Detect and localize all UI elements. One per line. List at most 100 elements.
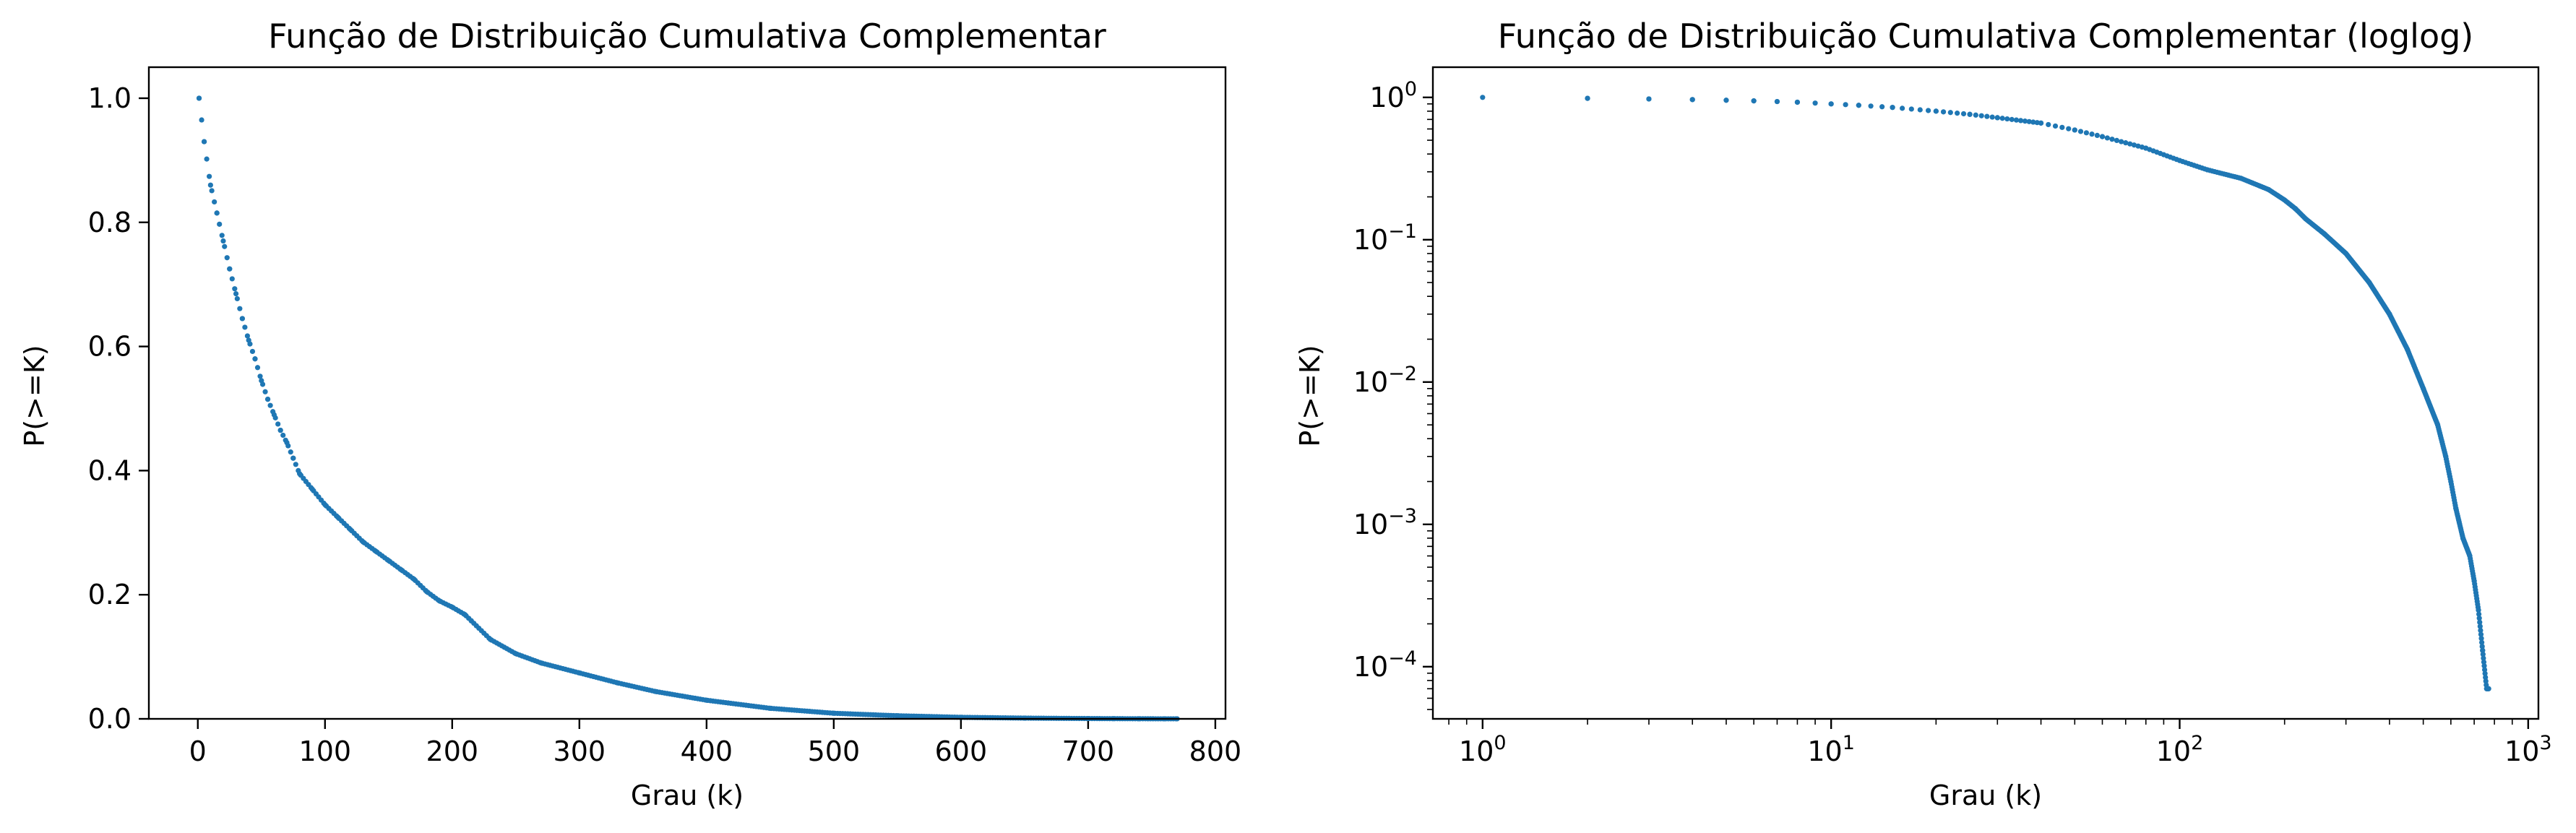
data-point [234, 295, 240, 302]
data-point [2481, 663, 2487, 669]
x-tick-label: 300 [553, 735, 606, 767]
data-point [201, 139, 207, 144]
y-axis-label: P(>=K) [19, 345, 51, 446]
x-tick-label: 700 [1062, 735, 1115, 767]
data-point [1999, 116, 2005, 121]
data-point [285, 443, 291, 449]
data-point [267, 402, 273, 408]
data-point [247, 341, 253, 347]
data-point [1774, 98, 1780, 105]
data-point [2004, 116, 2010, 122]
data-point [1890, 105, 1895, 111]
data-point [1960, 111, 1967, 117]
data-point [2478, 631, 2484, 637]
data-point [2476, 616, 2482, 621]
data-point [229, 276, 235, 282]
y-tick-label: 10−1 [1353, 220, 1417, 256]
data-point [237, 306, 243, 311]
chart-title: Função de Distribuição Cumulativa Comple… [1498, 17, 2473, 56]
data-point [1926, 108, 1931, 113]
data-point [1978, 113, 1984, 118]
data-point [293, 462, 298, 467]
data-point [2089, 131, 2095, 137]
data-point [288, 449, 293, 455]
data-point [1933, 108, 1939, 114]
data-point [2486, 686, 2491, 691]
data-point [2477, 623, 2483, 629]
y-tick-label: 10−4 [1353, 647, 1417, 683]
data-point [252, 356, 258, 362]
y-tick-label: 0.2 [88, 579, 132, 610]
x-axis-label: Grau (k) [631, 780, 744, 811]
data-point [262, 389, 268, 394]
data-point [1689, 97, 1695, 103]
data-point [1994, 115, 2000, 121]
x-tick-label: 100 [1459, 732, 1507, 767]
data-point [1828, 101, 1834, 107]
x-tick-label: 400 [681, 735, 733, 767]
data-point [280, 432, 286, 439]
axis-ticks: 100 101 102 103 10−4 10−3 10−2 10−1 100 [1353, 78, 2552, 767]
data-point [1751, 98, 1757, 104]
data-point [1989, 114, 1995, 120]
data-point [233, 290, 239, 297]
x-tick-label: 101 [1807, 732, 1855, 767]
data-point [2476, 607, 2481, 613]
data-point [2109, 137, 2115, 142]
data-point [222, 243, 228, 249]
data-point [2059, 124, 2065, 130]
data-point [244, 333, 251, 339]
plot-area-frame [1431, 66, 2540, 720]
data-point [217, 221, 223, 227]
data-point [1879, 104, 1885, 110]
data-point [242, 324, 248, 330]
data-point [2127, 141, 2133, 147]
data-point [259, 381, 266, 387]
y-tick-label: 0.4 [88, 454, 132, 486]
data-point [1868, 103, 1874, 109]
data-point [2066, 126, 2072, 131]
data-point [1973, 112, 1978, 118]
data-point [2482, 670, 2488, 676]
data-point [1480, 95, 1486, 100]
data-point [296, 467, 301, 473]
data-point [2034, 120, 2040, 126]
x-tick-label: 103 [2504, 732, 2552, 767]
data-point [2481, 655, 2486, 661]
data-point [257, 374, 263, 379]
x-tick-label: 100 [299, 735, 352, 767]
data-point [214, 210, 220, 216]
y-tick-label: 0.8 [88, 207, 132, 238]
x-tick-label: 200 [426, 735, 479, 767]
y-tick-label: 10−3 [1353, 505, 1417, 540]
data-point [2481, 667, 2488, 673]
data-point [2483, 674, 2489, 681]
data-point [1967, 111, 1973, 117]
data-point [2478, 627, 2484, 634]
x-tick-label: 800 [1189, 735, 1242, 767]
data-point [2094, 132, 2100, 139]
loglog-ccdf-panel: Função de Distribuição Cumulativa Comple… [1294, 17, 2552, 811]
data-point [2030, 119, 2036, 125]
data-point [2478, 636, 2484, 642]
plot-area-frame [147, 66, 1227, 720]
data-point [199, 117, 204, 123]
data-point [1585, 95, 1590, 101]
data-point [2476, 611, 2482, 617]
x-tick-label: 600 [935, 735, 988, 767]
data-point [196, 95, 202, 101]
data-point [2479, 644, 2485, 649]
data-point [2038, 120, 2044, 126]
data-point [2483, 678, 2489, 684]
data-point [2083, 130, 2090, 136]
y-tick-label: 100 [1369, 78, 1417, 113]
y-axis-label: P(>=K) [1294, 345, 1326, 446]
data-point [2013, 117, 2020, 123]
data-point [249, 348, 256, 355]
data-point [2052, 123, 2059, 129]
data-point [1812, 100, 1818, 106]
data-point [2017, 118, 2024, 124]
data-points [1480, 95, 2491, 691]
data-point [1900, 105, 1905, 111]
data-point [2135, 143, 2141, 149]
